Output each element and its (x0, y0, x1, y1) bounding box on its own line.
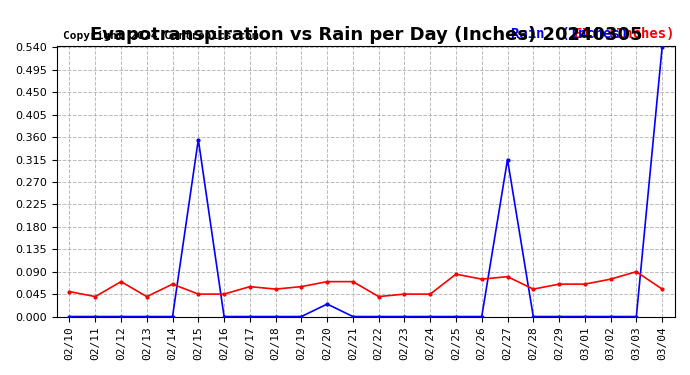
Title: Evapotranspiration vs Rain per Day (Inches) 20240305: Evapotranspiration vs Rain per Day (Inch… (90, 27, 642, 45)
Text: Rain  (Inches): Rain (Inches) (511, 27, 629, 40)
Text: ET  (Inches): ET (Inches) (575, 27, 675, 40)
Text: Copyright 2024 Cartronics.com: Copyright 2024 Cartronics.com (63, 31, 259, 40)
